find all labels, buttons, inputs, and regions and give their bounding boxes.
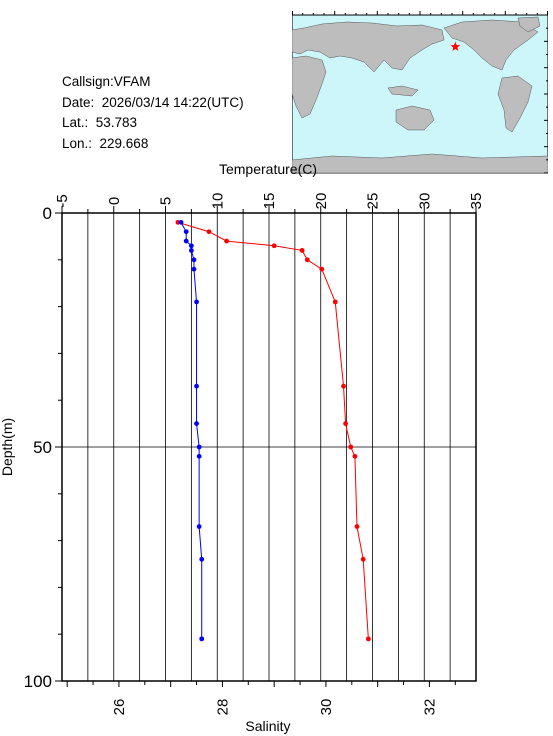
latitude-text: Lat.: 53.783 <box>62 115 138 130</box>
temperature-point <box>304 257 310 263</box>
depth-tick-label: 100 <box>24 672 52 691</box>
salinity-point <box>178 219 184 225</box>
salinity-point <box>194 383 199 389</box>
salinity-point <box>194 299 199 305</box>
salinity-axis: 26 28 30 32 <box>66 681 456 716</box>
station-info: Callsign:VFAM Date: 2026/03/14 14:22(UTC… <box>62 72 244 154</box>
temperature-axis: -5 0 5 10 15 20 25 30 35 <box>54 193 485 213</box>
salinity-point <box>199 636 205 642</box>
temperature-axis-title: Temperature(C) <box>219 161 317 177</box>
temperature-point <box>332 299 338 305</box>
temperature-tick-label: 15 <box>261 193 278 210</box>
salinity-point <box>188 243 194 249</box>
salinity-point <box>183 238 189 244</box>
depth-tick-label: 50 <box>33 438 52 457</box>
callsign-text: Callsign:VFAM <box>62 74 151 89</box>
temperature-tick-label: 0 <box>106 197 123 205</box>
depth-axis: 0 50 100 <box>24 204 62 691</box>
temperature-point <box>341 383 346 389</box>
salinity-tick-label: 26 <box>111 699 128 716</box>
temperature-point <box>354 524 360 529</box>
salinity-point <box>196 524 202 529</box>
salinity-point <box>196 453 202 459</box>
salinity-point <box>188 248 194 253</box>
temperature-line <box>177 221 369 639</box>
temperature-point <box>224 238 229 244</box>
salinity-point <box>191 266 197 272</box>
temperature-tick-label: 30 <box>416 193 433 210</box>
salinity-tick-label: 28 <box>214 699 231 716</box>
depth-tick-label: 0 <box>43 204 52 223</box>
location-map: 0˚60˚E120˚E180˚120˚W60˚W0˚60˚N0˚60˚S <box>272 3 549 178</box>
longitude-text: Lon.: 229.668 <box>62 135 149 151</box>
temperature-point <box>271 243 277 249</box>
salinity-tick-label: 32 <box>421 699 438 716</box>
temperature-tick-label: 25 <box>365 193 382 210</box>
salinity-point <box>191 257 197 263</box>
salinity-point <box>183 229 189 235</box>
temperature-tick-label: 10 <box>209 193 226 210</box>
temperature-tick-label: -5 <box>54 194 71 207</box>
temperature-point <box>348 444 354 450</box>
temperature-point <box>352 453 358 459</box>
station-star <box>450 41 461 51</box>
station-marker-icon <box>450 41 461 51</box>
salinity-point <box>196 444 202 450</box>
map-frame-ticks <box>292 11 548 174</box>
salinity-tick-label: 30 <box>318 699 335 716</box>
temperature-point <box>343 421 348 426</box>
salinity-point <box>199 556 205 562</box>
depth-axis-title: Depth(m) <box>0 418 15 476</box>
temperature-point <box>299 248 305 253</box>
temperature-point <box>319 266 325 272</box>
chart-gridlines <box>61 213 477 681</box>
temperature-point <box>365 636 371 642</box>
temperature-point <box>360 556 366 562</box>
temperature-tick-label: 20 <box>313 193 330 210</box>
date-text: Date: 2026/03/14 14:22(UTC) <box>62 94 244 110</box>
temperature-point <box>206 229 212 235</box>
temperature-tick-label: 35 <box>468 193 485 210</box>
salinity-point <box>194 421 199 426</box>
map-land <box>291 16 549 174</box>
series-layer <box>175 219 371 642</box>
temperature-tick-label: 5 <box>158 197 175 205</box>
salinity-axis-title: Salinity <box>245 718 290 734</box>
